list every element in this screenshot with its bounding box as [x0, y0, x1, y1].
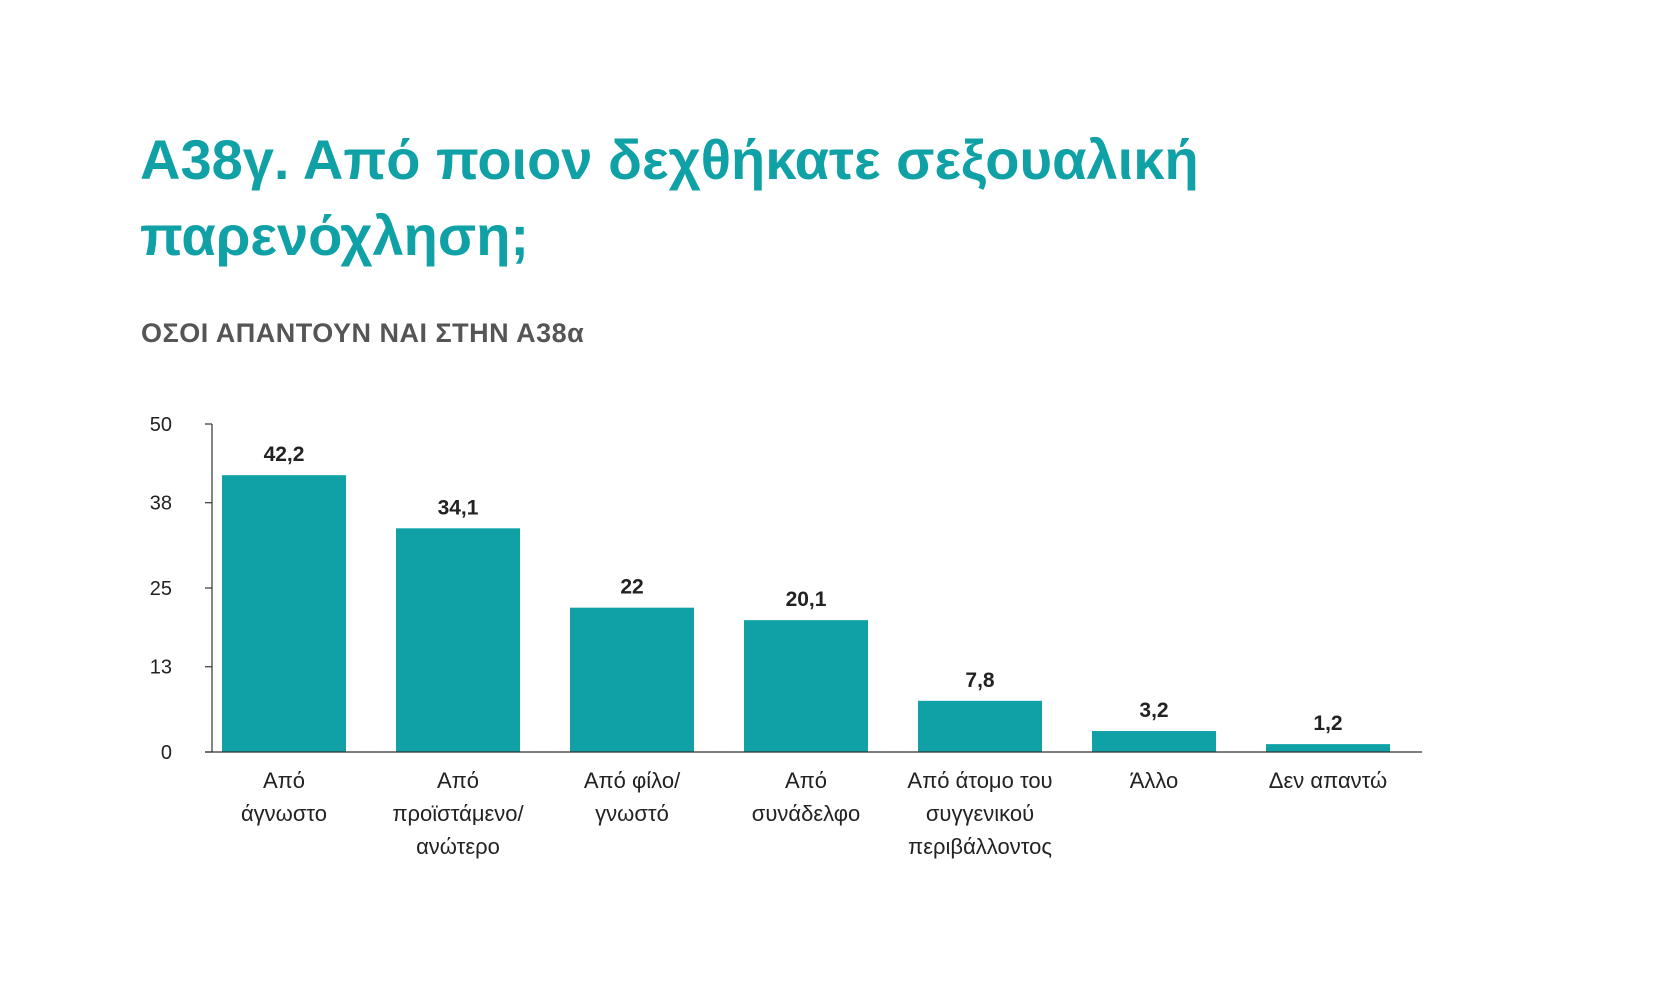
- x-category-label-line: προϊστάμενο/: [392, 801, 524, 826]
- x-category-label-line: ανώτερο: [416, 834, 500, 859]
- bar: [918, 700, 1042, 752]
- y-tick-label: 0: [161, 742, 172, 764]
- data-label: 22: [620, 576, 643, 599]
- x-category-label-line: Από: [785, 768, 827, 793]
- x-category-label-line: Από άτομο του: [907, 768, 1052, 793]
- bar: [222, 475, 346, 752]
- x-axis: Από άγνωστο Από προϊστάμενο/ανώτερο Από φίλο…: [205, 751, 1422, 859]
- x-category-label: Από άτομο του συγγενικού περιβάλλοντος: [907, 768, 1052, 859]
- y-tick-label: 50: [150, 414, 172, 436]
- bars: 42,2 34,1 22 20,1 7,8 3,2 1,2: [222, 443, 1390, 752]
- bar: [570, 607, 694, 752]
- x-category-label-line: συγγενικού: [926, 801, 1034, 826]
- x-category-label: Από συνάδελφο: [752, 768, 861, 826]
- x-category-label-line: Άλλο: [1130, 768, 1179, 793]
- x-category-label-line: Από: [263, 768, 305, 793]
- x-category-label: Άλλο: [1130, 768, 1179, 793]
- chart-title: A38γ. Από ποιον δεχθήκατε σεξουαλική παρ…: [140, 122, 1340, 274]
- x-category-label: Από άγνωστο: [241, 768, 327, 826]
- bar: [1266, 744, 1390, 752]
- chart-subtitle: ΟΣΟΙ ΑΠΑΝΤΟΥΝ ΝΑΙ ΣΤΗΝ Α38α: [141, 318, 585, 348]
- x-category-label-line: Δεν απαντώ: [1269, 768, 1387, 793]
- chart-title-line-2: παρενόχληση;: [140, 204, 530, 267]
- x-category-label-line: Από φίλο/: [584, 768, 681, 793]
- data-label: 7,8: [965, 669, 995, 692]
- y-tick-label: 38: [150, 493, 172, 515]
- x-category-label-line: Από: [437, 768, 479, 793]
- x-category-label-line: άγνωστο: [241, 801, 327, 826]
- data-label: 3,2: [1139, 699, 1168, 722]
- bar: [396, 528, 520, 752]
- y-tick-label: 13: [150, 657, 172, 679]
- data-label: 1,2: [1313, 712, 1342, 735]
- x-category-label-line: γνωστό: [595, 801, 669, 826]
- y-axis: 0 13 25 38 50: [150, 414, 213, 764]
- x-category-label: Από προϊστάμενο/ανώτερο: [392, 768, 524, 859]
- x-category-label: Δεν απαντώ: [1269, 768, 1387, 793]
- x-category-label: Από φίλο/γνωστό: [584, 768, 681, 826]
- data-label: 34,1: [438, 496, 479, 519]
- x-category-label-line: περιβάλλοντος: [908, 834, 1052, 859]
- bar: [744, 620, 868, 752]
- y-tick-label: 25: [150, 578, 172, 600]
- x-category-label-line: συνάδελφο: [752, 801, 861, 826]
- data-label: 20,1: [786, 588, 827, 611]
- data-label: 42,2: [264, 443, 305, 466]
- bar: [1092, 731, 1216, 752]
- chart-title-line-1: A38γ. Από ποιον δεχθήκατε σεξουαλική: [140, 128, 1199, 191]
